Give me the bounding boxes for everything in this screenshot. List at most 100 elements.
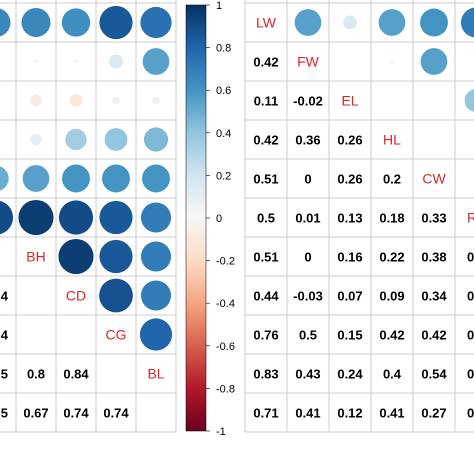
correlation-circle [74,59,78,64]
correlation-value: 0.51 [253,172,278,187]
colorbar-tick-label: -1 [216,426,226,438]
correlation-value: 0.74 [63,406,89,421]
correlation-circle [111,96,121,105]
correlation-circle [389,58,395,65]
colorbar-tick-label: 1 [216,0,222,12]
correlation-circle [464,89,474,112]
correlation-circle [0,166,9,191]
variable-label: BH [26,249,45,265]
colorbar-tick-label: 0 [216,213,222,225]
correlation-circle [420,48,448,75]
correlation-value: 0.26 [337,172,362,187]
correlation-value: 0.67 [23,406,48,421]
correlation-value: 0.44 [253,289,279,304]
correlation-circle [21,7,51,38]
correlation-circle [109,54,123,69]
correlation-value: 0.74 [103,406,129,421]
correlation-value: 0.8 [27,367,45,382]
correlation-value: 0.83 [253,367,278,382]
correlation-value: 0.16 [337,250,362,265]
correlation-circle [140,280,172,311]
correlation-value: 0.22 [379,250,404,265]
correlation-circle [140,241,172,272]
correlation-value: 0.01 [295,211,320,226]
correlation-circle [0,200,14,235]
correlation-value: 0.41 [295,406,320,421]
correlation-circle [30,133,42,146]
colorbar-tick-label: -0.4 [216,298,235,310]
correlation-value: -0.02 [293,94,323,109]
correlation-value: 0.43 [295,367,320,382]
correlation-value: 5 [1,406,8,421]
variable-label: RL [467,210,474,226]
correlation-value: 0.42 [253,55,278,70]
correlation-value: 0.38 [421,250,446,265]
correlation-value: 0.36 [295,133,320,148]
correlation-value: 0.5 [299,328,317,343]
correlation-circle [142,48,170,75]
correlation-value: 0.15 [337,328,362,343]
correlation-value: 0.41 [379,406,404,421]
correlation-circle [378,9,406,36]
correlation-value: 0.42 [379,328,404,343]
correlation-circle [22,165,50,192]
correlation-circle [104,128,128,151]
correlation-circle [140,6,172,39]
correlation-value: 0.4 [467,367,474,382]
variable-label: EL [341,93,358,109]
correlation-circle [62,164,90,193]
correlation-circle [58,238,94,275]
correlation-circle [58,200,94,235]
correlation-value: 0.42 [253,133,278,148]
correlation-value: 0.2 [383,172,401,187]
correlation-circle [420,8,448,37]
correlation-circle [99,200,133,235]
correlation-value: 0.26 [337,133,362,148]
correlation-value: 0.5 [257,211,275,226]
correlation-circle [99,239,133,274]
correlation-circle [151,96,161,105]
correlation-circle [69,94,83,107]
correlation-value: 0 [304,172,311,187]
correlation-value: 0.13 [337,211,362,226]
correlation-circle [142,164,170,193]
correlation-circle [18,199,54,236]
colorbar-tick-label: -0.8 [216,383,235,395]
correlation-value: 0.71 [253,406,278,421]
colorbar-tick-label: 0.4 [216,128,231,140]
colorbar-tick-label: 0.6 [216,85,231,97]
colorbar-gradient [185,4,207,432]
colorbar-tick-label: -0.2 [216,256,235,268]
colorbar-tick-label: 0.2 [216,170,231,182]
correlation-value: 0.34 [421,289,447,304]
correlation-value: 0.33 [421,211,446,226]
correlation-value: 0.4 [383,367,402,382]
correlation-value: 0.76 [253,328,278,343]
correlation-circle [140,202,172,233]
correlation-value: 0.9 [467,289,474,304]
correlation-circle [0,8,11,37]
variable-label: BL [147,366,164,382]
correlation-value: 0.4 [467,406,474,421]
correlation-circle [143,127,169,152]
correlation-circle [139,318,173,351]
correlation-circle [343,15,357,30]
correlation-value: 0.4 [467,328,474,343]
correlation-circle [99,5,133,40]
variable-label: HL [383,132,401,148]
correlation-value: -0.03 [293,289,323,304]
correlation-value: 0.24 [337,367,363,382]
variable-label: LW [256,15,277,31]
correlation-value: 0.09 [379,289,404,304]
correlation-circle [61,8,91,37]
correlation-value: 5 [1,367,8,382]
correlation-circle [30,94,42,107]
variable-label: CG [106,327,127,343]
correlation-value: 0.84 [63,367,89,382]
left-correlation-panel: BH CD CG BL 4 4 5 0.8 0.84 5 0.67 0.74 0.74 [0,0,177,433]
correlation-value: 4 [1,328,9,343]
correlation-value: 0.42 [421,328,446,343]
correlation-value: 4 [1,289,9,304]
variable-label: CD [66,288,86,304]
